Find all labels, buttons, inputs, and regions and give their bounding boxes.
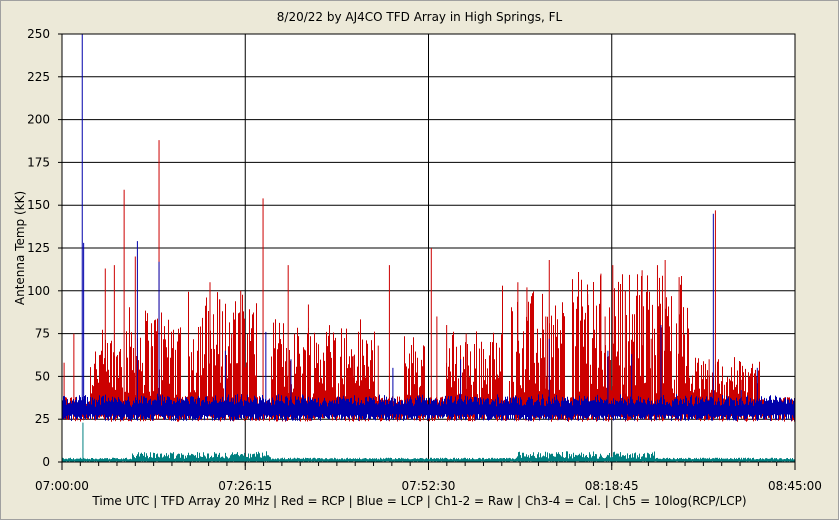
y-tick-label: 225	[27, 70, 50, 84]
x-tick-label: 07:26:15	[218, 479, 272, 493]
x-tick-label: 08:45:00	[768, 479, 822, 493]
x-tick-label: 07:52:30	[402, 479, 456, 493]
y-tick-label: 75	[35, 327, 50, 341]
x-tick-labels: 07:00:00 07:26:15 07:52:30 08:18:45 08:45:00	[35, 479, 822, 493]
y-tick-label: 50	[35, 369, 50, 383]
y-tick-label: 125	[27, 241, 50, 255]
chart-title: 8/20/22 by AJ4CO TFD Array in High Sprin…	[276, 10, 563, 24]
y-tick-label: 100	[27, 284, 50, 298]
y-axis-label: Antenna Temp (kK)	[13, 191, 27, 305]
x-tick-label: 08:18:45	[585, 479, 639, 493]
y-tick-label: 250	[27, 27, 50, 41]
y-tick-label: 175	[27, 155, 50, 169]
x-tick-label: 07:00:00	[35, 479, 89, 493]
series-lcp	[62, 34, 795, 421]
y-tick-label: 0	[42, 455, 50, 469]
y-tick-label: 200	[27, 113, 50, 127]
y-tick-label: 150	[27, 198, 50, 212]
y-tick-label: 25	[35, 412, 50, 426]
x-axis-label: Time UTC | TFD Array 20 MHz | Red = RCP …	[92, 494, 747, 508]
plot-border	[61, 33, 796, 463]
